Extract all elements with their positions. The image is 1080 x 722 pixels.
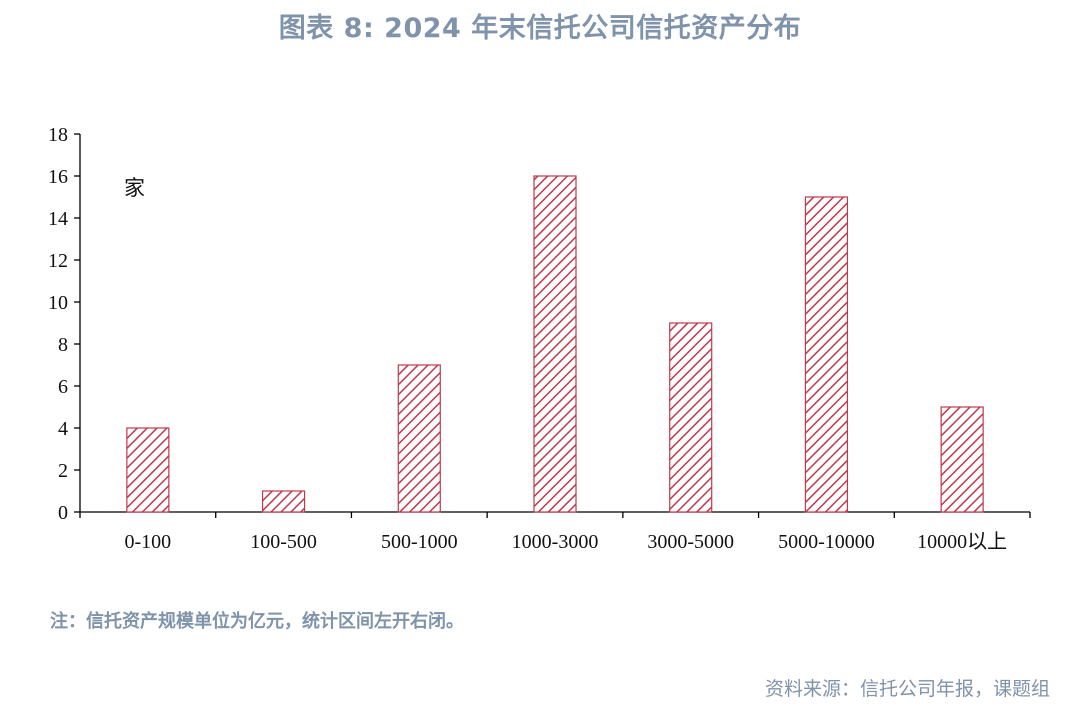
bars bbox=[126, 175, 984, 513]
bar bbox=[261, 490, 306, 513]
y-tick-label: 0 bbox=[58, 502, 68, 524]
y-tick-label: 2 bbox=[58, 460, 68, 482]
bar bbox=[669, 322, 713, 513]
y-tick-label: 18 bbox=[48, 124, 68, 146]
unit-label: 家 bbox=[124, 176, 145, 200]
axis-labels: 0 2 4 6 8 10 12 14 16 18 0-100 100-500 500-1000 1000-… bbox=[48, 124, 1007, 553]
bar bbox=[126, 427, 170, 513]
bar bbox=[533, 175, 577, 513]
y-tick-label: 14 bbox=[48, 208, 68, 230]
bar bbox=[397, 364, 441, 513]
x-tick-label: 1000-3000 bbox=[512, 531, 599, 553]
x-tick-label: 5000-10000 bbox=[778, 531, 875, 553]
x-tick-label: 100-500 bbox=[250, 531, 317, 553]
x-tick-label: 500-1000 bbox=[381, 531, 458, 553]
y-tick-label: 12 bbox=[48, 250, 68, 272]
y-tick-label: 4 bbox=[58, 418, 68, 440]
x-tick-label: 0-100 bbox=[125, 531, 172, 553]
y-tick-label: 16 bbox=[48, 166, 68, 188]
bar bbox=[940, 406, 984, 513]
x-tick-label: 10000以上 bbox=[917, 530, 1007, 553]
chart-note: 注：信托资产规模单位为亿元，统计区间左开右闭。 bbox=[50, 611, 464, 632]
chart-title: 图表 8: 2024 年末信托公司信托资产分布 bbox=[278, 13, 802, 44]
y-tick-label: 10 bbox=[48, 292, 68, 314]
x-tick-label: 3000-5000 bbox=[647, 531, 734, 553]
y-tick-label: 8 bbox=[58, 334, 68, 356]
chart-source: 资料来源：信托公司年报，课题组 bbox=[764, 678, 1050, 700]
bar bbox=[804, 196, 849, 513]
y-tick-label: 6 bbox=[58, 376, 68, 398]
